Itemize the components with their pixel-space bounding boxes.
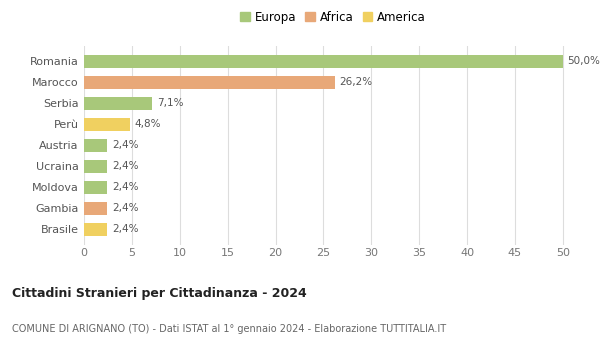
Text: 2,4%: 2,4% <box>112 161 138 171</box>
Text: 2,4%: 2,4% <box>112 224 138 234</box>
Bar <box>84 55 563 68</box>
Bar <box>84 97 152 110</box>
Bar <box>84 76 335 89</box>
Legend: Europa, Africa, America: Europa, Africa, America <box>237 7 429 28</box>
Text: 2,4%: 2,4% <box>112 203 138 214</box>
Text: 26,2%: 26,2% <box>340 77 373 87</box>
Bar <box>84 160 107 173</box>
Bar <box>84 139 107 152</box>
Bar <box>84 202 107 215</box>
Bar <box>84 223 107 236</box>
Text: Cittadini Stranieri per Cittadinanza - 2024: Cittadini Stranieri per Cittadinanza - 2… <box>12 287 307 301</box>
Bar <box>84 181 107 194</box>
Text: 2,4%: 2,4% <box>112 182 138 192</box>
Text: COMUNE DI ARIGNANO (TO) - Dati ISTAT al 1° gennaio 2024 - Elaborazione TUTTITALI: COMUNE DI ARIGNANO (TO) - Dati ISTAT al … <box>12 324 446 335</box>
Text: 50,0%: 50,0% <box>568 56 600 66</box>
Bar <box>84 118 130 131</box>
Text: 7,1%: 7,1% <box>157 98 183 108</box>
Text: 2,4%: 2,4% <box>112 140 138 150</box>
Text: 4,8%: 4,8% <box>135 119 161 129</box>
